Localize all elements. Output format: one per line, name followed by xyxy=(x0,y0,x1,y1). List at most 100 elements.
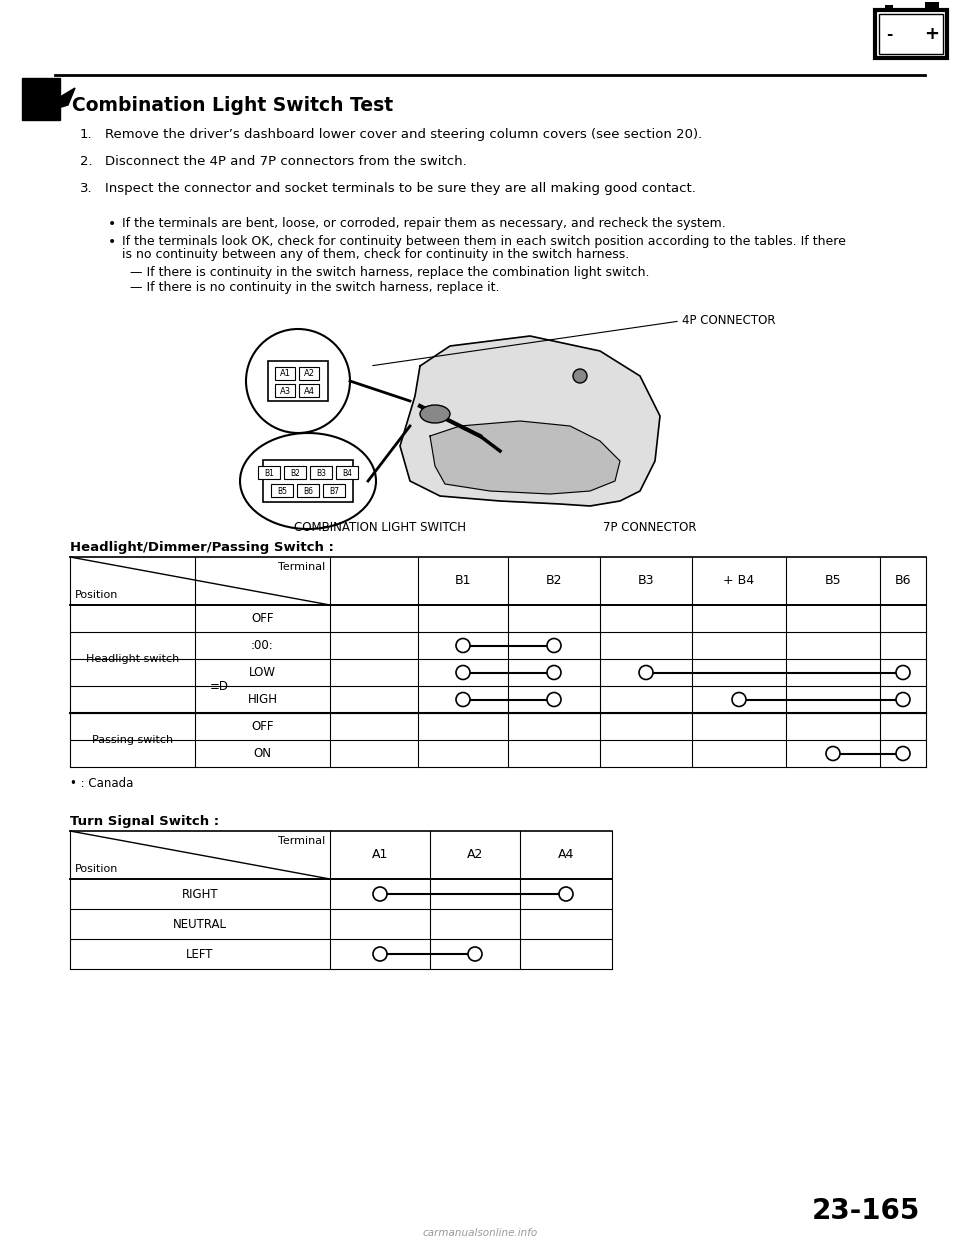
Text: Terminal: Terminal xyxy=(277,836,325,846)
Text: B4: B4 xyxy=(342,468,352,477)
Text: 2.: 2. xyxy=(80,155,92,168)
Bar xyxy=(258,466,280,479)
Polygon shape xyxy=(22,78,60,120)
Text: — If there is continuity in the switch harness, replace the combination light sw: — If there is continuity in the switch h… xyxy=(130,266,650,279)
Text: If the terminals look OK, check for continuity between them in each switch posit: If the terminals look OK, check for cont… xyxy=(122,235,846,248)
Text: Turn Signal Switch :: Turn Signal Switch : xyxy=(70,815,219,828)
Text: B3: B3 xyxy=(637,575,655,587)
Circle shape xyxy=(547,693,561,707)
Circle shape xyxy=(456,638,470,652)
Text: 4P CONNECTOR: 4P CONNECTOR xyxy=(682,314,776,328)
Text: HIGH: HIGH xyxy=(248,693,277,705)
Bar xyxy=(875,10,947,58)
Text: OFF: OFF xyxy=(252,720,274,733)
Text: is no continuity between any of them, check for continuity in the switch harness: is no continuity between any of them, ch… xyxy=(122,248,629,261)
Text: B2: B2 xyxy=(545,575,563,587)
Text: OFF: OFF xyxy=(252,612,274,625)
Text: B2: B2 xyxy=(290,468,300,477)
Circle shape xyxy=(896,666,910,679)
Text: A4: A4 xyxy=(558,848,574,862)
Text: NEUTRAL: NEUTRAL xyxy=(173,918,227,930)
Text: A3: A3 xyxy=(279,386,291,395)
Text: RIGHT: RIGHT xyxy=(181,888,218,900)
Polygon shape xyxy=(430,421,620,494)
Text: A2: A2 xyxy=(467,848,483,862)
Text: Headlight/Dimmer/Passing Switch :: Headlight/Dimmer/Passing Switch : xyxy=(70,542,334,554)
Text: -: - xyxy=(886,26,892,41)
Bar xyxy=(299,384,319,397)
Bar xyxy=(925,2,939,10)
Text: +: + xyxy=(924,25,940,43)
Circle shape xyxy=(826,746,840,760)
Circle shape xyxy=(547,666,561,679)
Bar xyxy=(879,14,943,53)
Polygon shape xyxy=(55,88,75,108)
Text: B7: B7 xyxy=(329,487,339,496)
Text: A4: A4 xyxy=(303,386,315,395)
Text: 3.: 3. xyxy=(80,183,92,195)
Text: Combination Light Switch Test: Combination Light Switch Test xyxy=(72,96,394,116)
Text: COMBINATION LIGHT SWITCH: COMBINATION LIGHT SWITCH xyxy=(294,520,466,534)
Text: LEFT: LEFT xyxy=(186,948,214,960)
Text: A1: A1 xyxy=(279,370,291,379)
Text: A1: A1 xyxy=(372,848,388,862)
Circle shape xyxy=(468,946,482,961)
Text: B6: B6 xyxy=(303,487,313,496)
Bar xyxy=(323,484,345,497)
Text: LOW: LOW xyxy=(249,666,276,679)
Circle shape xyxy=(456,666,470,679)
Circle shape xyxy=(547,638,561,652)
Text: Disconnect the 4P and 7P connectors from the switch.: Disconnect the 4P and 7P connectors from… xyxy=(105,155,467,168)
Text: B1: B1 xyxy=(455,575,471,587)
Circle shape xyxy=(573,369,587,383)
Bar xyxy=(268,361,328,401)
Circle shape xyxy=(896,746,910,760)
Text: B5: B5 xyxy=(277,487,287,496)
Text: B3: B3 xyxy=(316,468,326,477)
Bar xyxy=(271,484,293,497)
Text: + B4: + B4 xyxy=(724,575,755,587)
Text: •: • xyxy=(108,217,116,231)
Polygon shape xyxy=(400,337,660,505)
Text: A2: A2 xyxy=(303,370,315,379)
Text: Terminal: Terminal xyxy=(277,561,325,573)
Text: 23-165: 23-165 xyxy=(811,1197,920,1225)
Circle shape xyxy=(373,887,387,900)
Circle shape xyxy=(732,693,746,707)
Ellipse shape xyxy=(240,433,376,529)
Text: B5: B5 xyxy=(825,575,841,587)
Bar xyxy=(310,466,332,479)
Circle shape xyxy=(373,946,387,961)
Bar xyxy=(336,466,358,479)
Text: :00:: :00: xyxy=(252,638,274,652)
Text: Passing switch: Passing switch xyxy=(92,735,173,745)
Bar xyxy=(297,484,319,497)
Bar xyxy=(284,466,306,479)
Bar xyxy=(275,366,295,380)
Circle shape xyxy=(896,693,910,707)
Text: Position: Position xyxy=(75,864,118,874)
Text: Position: Position xyxy=(75,590,118,600)
Bar xyxy=(263,460,353,502)
Bar xyxy=(885,5,893,10)
Text: Headlight switch: Headlight switch xyxy=(85,655,180,664)
Circle shape xyxy=(246,329,350,433)
Text: Remove the driver’s dashboard lower cover and steering column covers (see sectio: Remove the driver’s dashboard lower cove… xyxy=(105,128,703,142)
Text: Inspect the connector and socket terminals to be sure they are all making good c: Inspect the connector and socket termina… xyxy=(105,183,696,195)
Text: — If there is no continuity in the switch harness, replace it.: — If there is no continuity in the switc… xyxy=(130,281,499,294)
Text: If the terminals are bent, loose, or corroded, repair them as necessary, and rec: If the terminals are bent, loose, or cor… xyxy=(122,217,726,230)
Text: ON: ON xyxy=(253,746,272,760)
Bar xyxy=(275,384,295,397)
Circle shape xyxy=(559,887,573,900)
Text: B1: B1 xyxy=(264,468,274,477)
Text: 1.: 1. xyxy=(80,128,92,142)
Bar xyxy=(299,366,319,380)
Circle shape xyxy=(639,666,653,679)
Text: •: • xyxy=(108,235,116,248)
Text: 7P CONNECTOR: 7P CONNECTOR xyxy=(603,520,697,534)
Text: • : Canada: • : Canada xyxy=(70,777,133,790)
Text: ≡D: ≡D xyxy=(210,679,229,693)
Text: carmanualsonline.info: carmanualsonline.info xyxy=(422,1228,538,1238)
Ellipse shape xyxy=(420,405,450,424)
Circle shape xyxy=(456,693,470,707)
